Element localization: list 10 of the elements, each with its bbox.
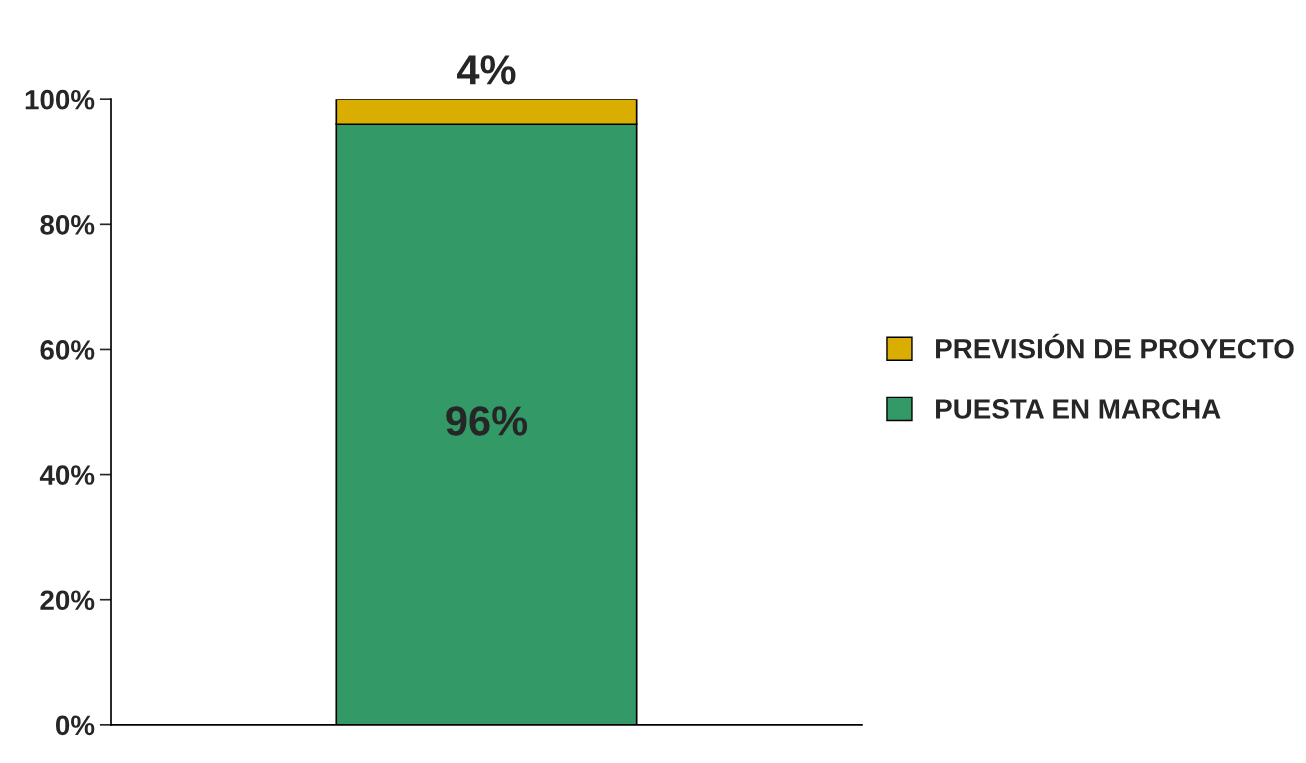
y-tick-label: 40%	[39, 465, 95, 485]
y-tick-label: 0%	[55, 715, 95, 736]
y-tick-label: 60%	[40, 340, 95, 360]
y-tick-label: 80%	[40, 214, 95, 235]
legend-label: PUESTA EN MARCHA	[936, 399, 1221, 419]
data-label: 4%	[457, 55, 516, 85]
y-tick-label: 100%	[25, 89, 95, 110]
data-label: 96%	[446, 406, 528, 436]
legend-label: PREVISIÓN DE PROYECTO	[936, 333, 1294, 359]
y-tick-label: 20%	[40, 590, 95, 611]
